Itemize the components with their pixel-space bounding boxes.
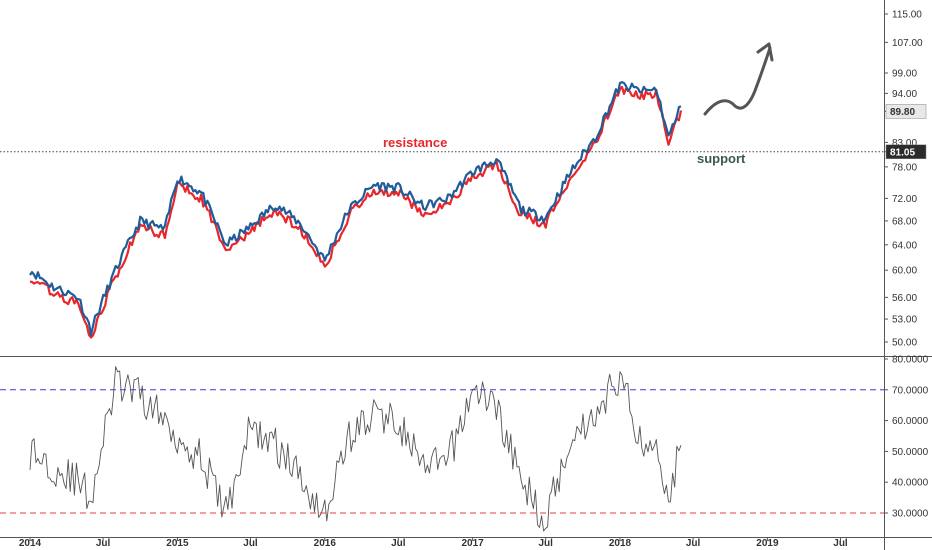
oscillator-series bbox=[29, 366, 682, 532]
projection-arrow-line bbox=[703, 46, 772, 116]
x-tick-label: 2016 bbox=[314, 538, 337, 549]
price-tick-label: 78.00 bbox=[892, 162, 917, 173]
support-annotation: support bbox=[697, 151, 746, 166]
projection-arrow-head bbox=[756, 42, 774, 62]
x-tick-label: 2015 bbox=[166, 538, 189, 549]
osc-tick-label: 60.0000 bbox=[892, 416, 929, 427]
price-series-blue bbox=[29, 81, 682, 337]
price-tick-label: 64.00 bbox=[892, 240, 917, 251]
price-tick-label: 60.00 bbox=[892, 266, 917, 277]
oscillator-panel bbox=[0, 366, 884, 532]
x-tick-label: 2017 bbox=[461, 538, 484, 549]
x-tick-label: Jul bbox=[243, 538, 258, 549]
osc-tick-label: 50.0000 bbox=[892, 447, 929, 458]
price-panel bbox=[0, 81, 884, 339]
x-tick-label: 2019 bbox=[756, 538, 779, 549]
price-tick-label: 53.00 bbox=[892, 315, 917, 326]
osc-tick-label: 40.0000 bbox=[892, 478, 929, 489]
overlay: 89.80 81.05 resistance support bbox=[383, 42, 927, 166]
price-tick-label: 50.00 bbox=[892, 338, 917, 349]
x-tick-label: Jul bbox=[391, 538, 406, 549]
price-tag-label: 81.05 bbox=[890, 147, 915, 158]
price-tick-label: 115.00 bbox=[892, 10, 922, 21]
price-tick-label: 107.00 bbox=[892, 38, 923, 49]
price-tick-label: 83.00 bbox=[892, 138, 917, 149]
x-tick-label: 2014 bbox=[19, 538, 42, 549]
x-tick-label: Jul bbox=[538, 538, 553, 549]
price-tag-label: 89.80 bbox=[890, 107, 915, 118]
price-series-red bbox=[29, 85, 683, 339]
osc-tick-label: 70.0000 bbox=[892, 385, 929, 396]
price-tick-label: 72.00 bbox=[892, 194, 917, 205]
x-tick-label: Jul bbox=[96, 538, 111, 549]
x-tick-label: Jul bbox=[686, 538, 701, 549]
price-tag-bg bbox=[885, 144, 927, 160]
price-tag-bg bbox=[885, 104, 927, 119]
resistance-annotation: resistance bbox=[383, 135, 447, 150]
x-tick-label: 2018 bbox=[609, 538, 632, 549]
price-tick-label: 99.00 bbox=[892, 68, 917, 79]
price-tick-label: 94.00 bbox=[892, 89, 917, 100]
price-tick-label: 56.00 bbox=[892, 293, 917, 304]
x-tick-label: Jul bbox=[833, 538, 848, 549]
osc-tick-label: 80.0000 bbox=[892, 355, 929, 366]
osc-tick-label: 30.0000 bbox=[892, 509, 929, 520]
price-tick-label: 68.00 bbox=[892, 216, 917, 227]
